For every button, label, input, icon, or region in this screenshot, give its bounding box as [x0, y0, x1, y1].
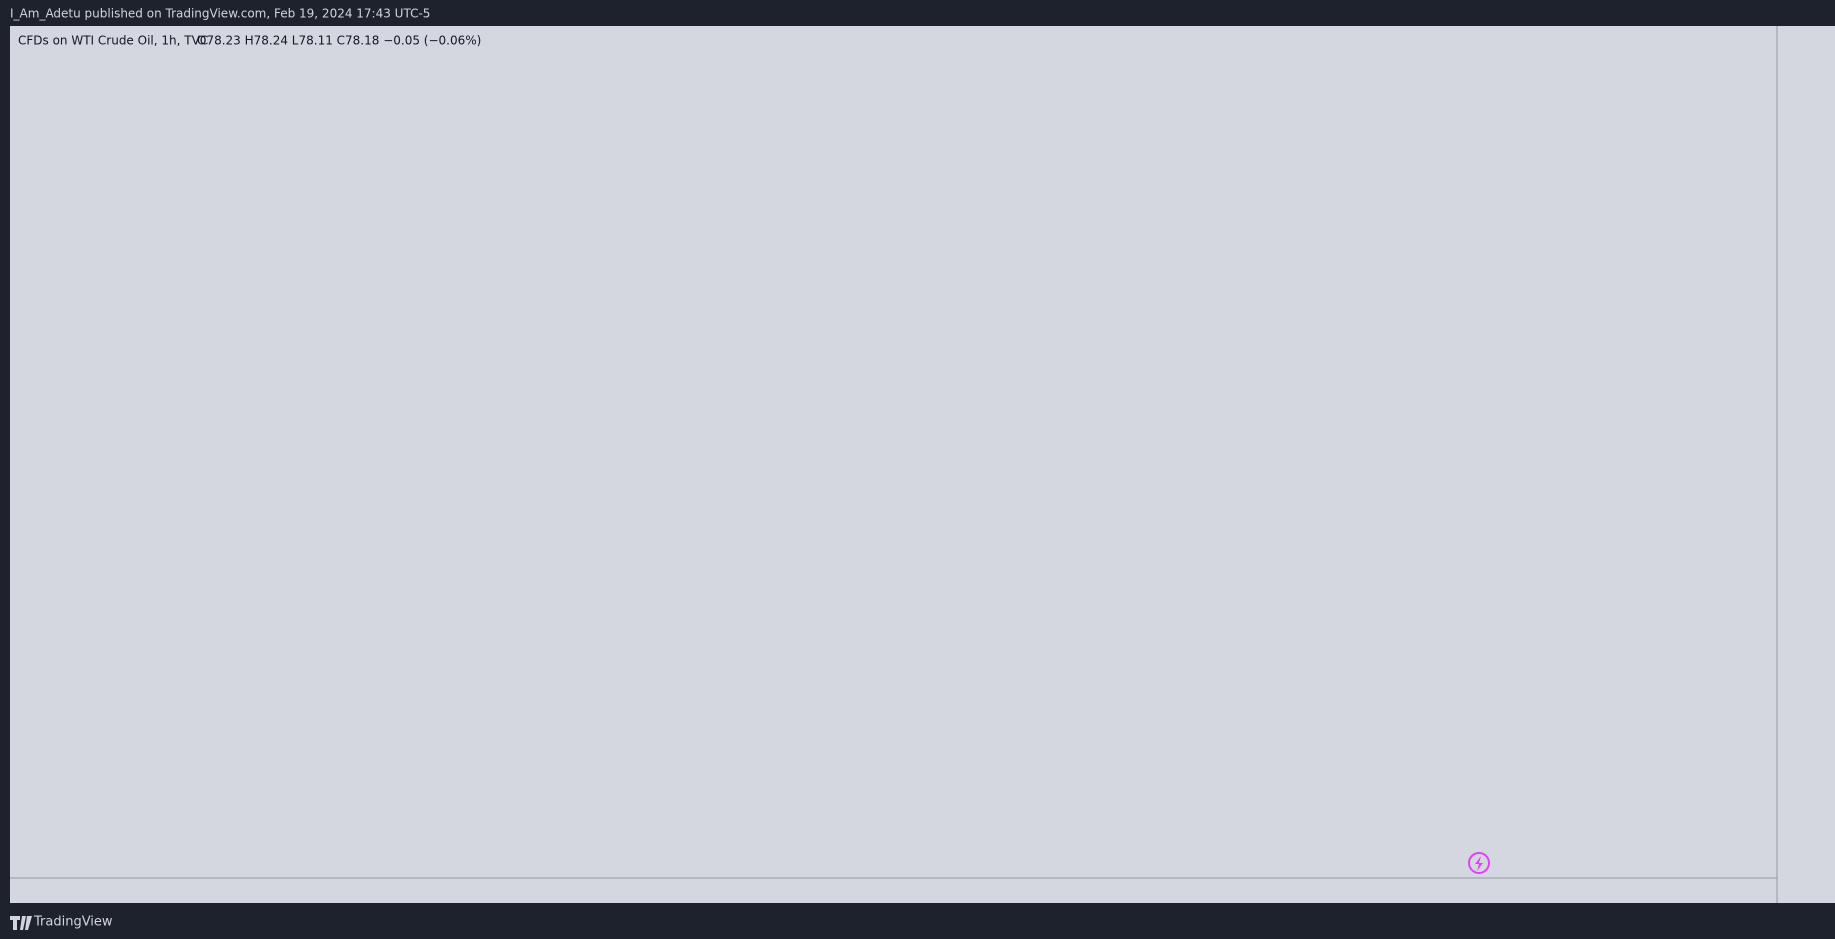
top-bar	[0, 0, 1835, 26]
bottom-bar	[0, 903, 1835, 939]
brand[interactable]: TradingView	[33, 915, 113, 930]
alert-bolt	[1475, 856, 1483, 871]
symbol-legend: CFDs on WTI Crude Oil, 1h, TVC	[18, 34, 208, 48]
ohlc-legend: O78.23 H78.24 L78.11 C78.18 −0.05 (−0.06…	[197, 34, 481, 48]
logo	[10, 916, 32, 930]
published-line: I_Am_Adetu published on TradingView.com,…	[10, 7, 430, 21]
alert-icon[interactable]	[1468, 852, 1490, 874]
left-border	[0, 26, 10, 903]
chart-background	[10, 26, 1835, 903]
